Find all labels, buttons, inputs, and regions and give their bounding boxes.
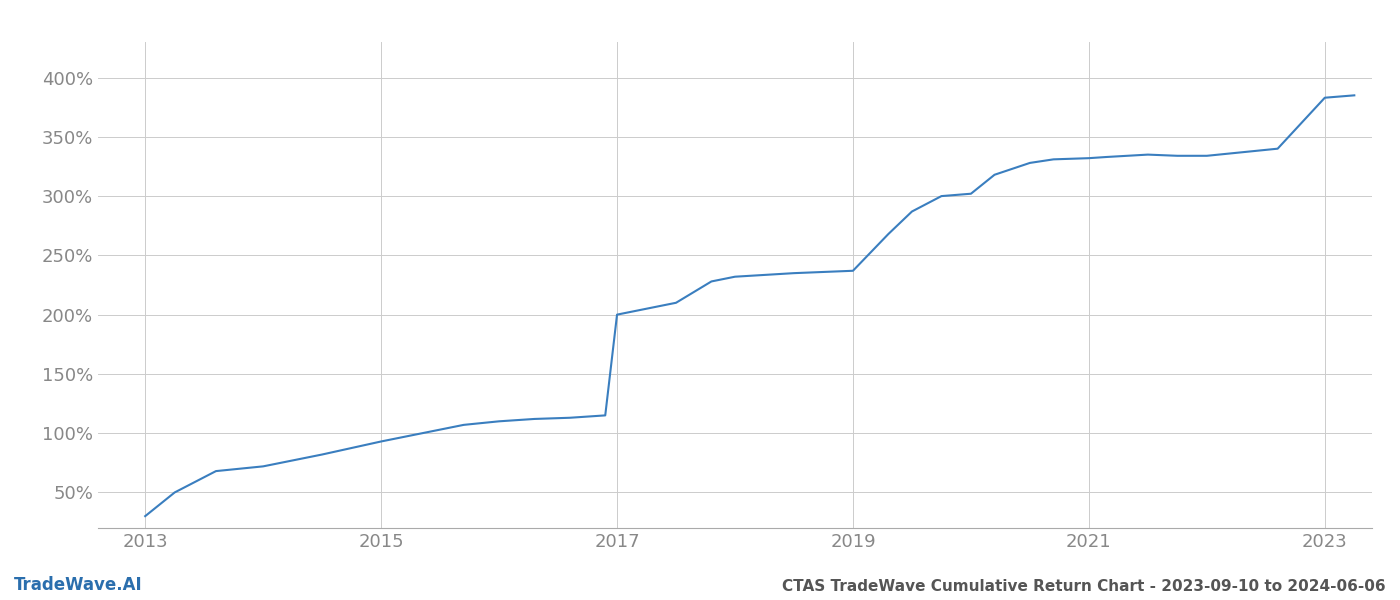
Text: CTAS TradeWave Cumulative Return Chart - 2023-09-10 to 2024-06-06: CTAS TradeWave Cumulative Return Chart -…	[783, 579, 1386, 594]
Text: TradeWave.AI: TradeWave.AI	[14, 576, 143, 594]
